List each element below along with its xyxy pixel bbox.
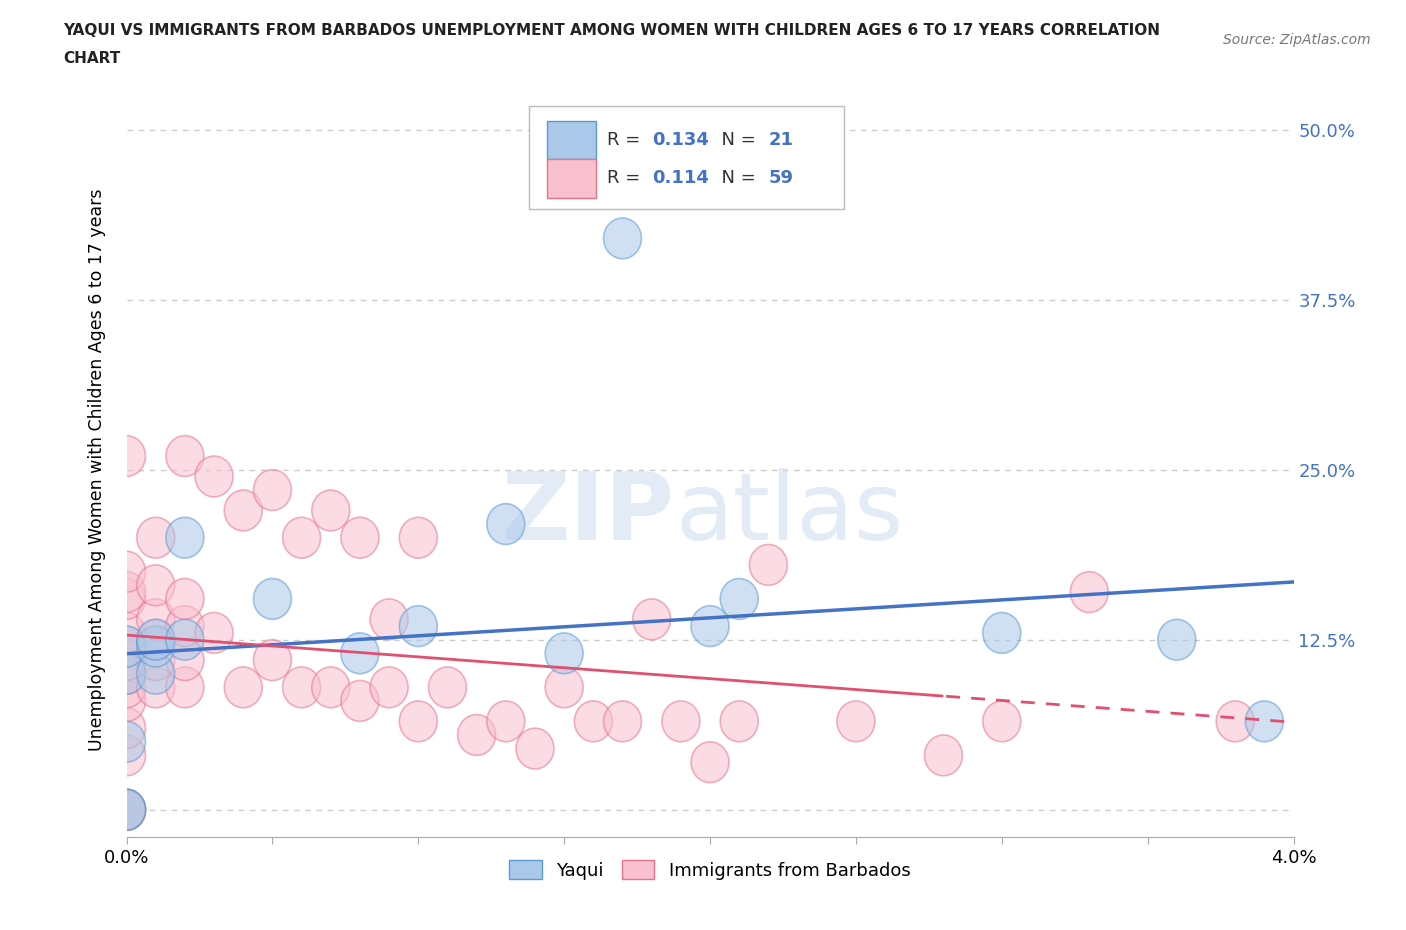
FancyBboxPatch shape	[547, 121, 596, 159]
Text: N =: N =	[710, 169, 762, 188]
Ellipse shape	[108, 578, 145, 619]
Ellipse shape	[166, 667, 204, 708]
Ellipse shape	[108, 551, 145, 592]
Ellipse shape	[633, 599, 671, 640]
Ellipse shape	[136, 599, 174, 640]
Ellipse shape	[108, 626, 145, 667]
Text: 0.134: 0.134	[651, 131, 709, 149]
Ellipse shape	[136, 517, 174, 558]
Ellipse shape	[546, 667, 583, 708]
Ellipse shape	[108, 435, 145, 476]
Ellipse shape	[692, 605, 728, 646]
Ellipse shape	[166, 640, 204, 681]
Text: Source: ZipAtlas.com: Source: ZipAtlas.com	[1223, 33, 1371, 46]
Ellipse shape	[486, 504, 524, 544]
Ellipse shape	[108, 735, 145, 776]
Ellipse shape	[108, 572, 145, 613]
Ellipse shape	[108, 708, 145, 749]
Ellipse shape	[253, 640, 291, 681]
Ellipse shape	[603, 701, 641, 742]
Ellipse shape	[136, 626, 174, 667]
Ellipse shape	[166, 578, 204, 619]
Ellipse shape	[720, 701, 758, 742]
Text: ZIP: ZIP	[502, 468, 675, 560]
Legend: Yaqui, Immigrants from Barbados: Yaqui, Immigrants from Barbados	[502, 853, 918, 886]
Ellipse shape	[253, 470, 291, 511]
Ellipse shape	[108, 613, 145, 654]
Ellipse shape	[253, 578, 291, 619]
Ellipse shape	[136, 667, 174, 708]
Ellipse shape	[692, 742, 728, 782]
Ellipse shape	[108, 790, 145, 830]
Ellipse shape	[749, 544, 787, 585]
Ellipse shape	[399, 517, 437, 558]
Ellipse shape	[925, 735, 962, 776]
Ellipse shape	[575, 701, 612, 742]
Ellipse shape	[166, 517, 204, 558]
Text: N =: N =	[710, 131, 762, 149]
Ellipse shape	[195, 613, 233, 654]
Ellipse shape	[370, 667, 408, 708]
Text: atlas: atlas	[675, 468, 903, 560]
FancyBboxPatch shape	[547, 159, 596, 197]
Ellipse shape	[108, 626, 145, 667]
Ellipse shape	[486, 701, 524, 742]
Ellipse shape	[662, 701, 700, 742]
Ellipse shape	[342, 633, 378, 673]
Ellipse shape	[136, 565, 174, 605]
Ellipse shape	[136, 619, 174, 660]
Ellipse shape	[283, 667, 321, 708]
Ellipse shape	[370, 599, 408, 640]
Ellipse shape	[108, 681, 145, 722]
Ellipse shape	[1246, 701, 1284, 742]
Ellipse shape	[546, 633, 583, 673]
Ellipse shape	[225, 667, 262, 708]
Ellipse shape	[1070, 572, 1108, 613]
Text: 0.114: 0.114	[651, 169, 709, 188]
Ellipse shape	[429, 667, 467, 708]
Ellipse shape	[166, 435, 204, 476]
Text: CHART: CHART	[63, 51, 121, 66]
Ellipse shape	[166, 619, 204, 660]
Ellipse shape	[516, 728, 554, 769]
Ellipse shape	[1159, 619, 1195, 660]
Text: R =: R =	[607, 131, 647, 149]
Ellipse shape	[225, 490, 262, 531]
Text: R =: R =	[607, 169, 647, 188]
Ellipse shape	[720, 578, 758, 619]
Ellipse shape	[108, 790, 145, 830]
Ellipse shape	[342, 517, 378, 558]
Ellipse shape	[458, 714, 495, 755]
Ellipse shape	[983, 701, 1021, 742]
Ellipse shape	[108, 667, 145, 708]
Ellipse shape	[342, 681, 378, 722]
Ellipse shape	[108, 790, 145, 830]
Ellipse shape	[108, 790, 145, 830]
Ellipse shape	[108, 654, 145, 694]
Ellipse shape	[166, 605, 204, 646]
Ellipse shape	[1216, 701, 1254, 742]
Ellipse shape	[837, 701, 875, 742]
Ellipse shape	[283, 517, 321, 558]
Ellipse shape	[108, 722, 145, 763]
Ellipse shape	[983, 613, 1021, 654]
Ellipse shape	[108, 640, 145, 681]
Ellipse shape	[136, 640, 174, 681]
Ellipse shape	[399, 701, 437, 742]
FancyBboxPatch shape	[529, 106, 844, 209]
Ellipse shape	[136, 654, 174, 694]
Ellipse shape	[312, 667, 350, 708]
Ellipse shape	[108, 654, 145, 694]
Ellipse shape	[108, 790, 145, 830]
Text: 21: 21	[768, 131, 793, 149]
Y-axis label: Unemployment Among Women with Children Ages 6 to 17 years: Unemployment Among Women with Children A…	[87, 189, 105, 751]
Ellipse shape	[195, 456, 233, 497]
Text: 59: 59	[768, 169, 793, 188]
Ellipse shape	[399, 605, 437, 646]
Ellipse shape	[312, 490, 350, 531]
Text: YAQUI VS IMMIGRANTS FROM BARBADOS UNEMPLOYMENT AMONG WOMEN WITH CHILDREN AGES 6 : YAQUI VS IMMIGRANTS FROM BARBADOS UNEMPL…	[63, 23, 1160, 38]
Ellipse shape	[603, 218, 641, 259]
Ellipse shape	[136, 619, 174, 660]
